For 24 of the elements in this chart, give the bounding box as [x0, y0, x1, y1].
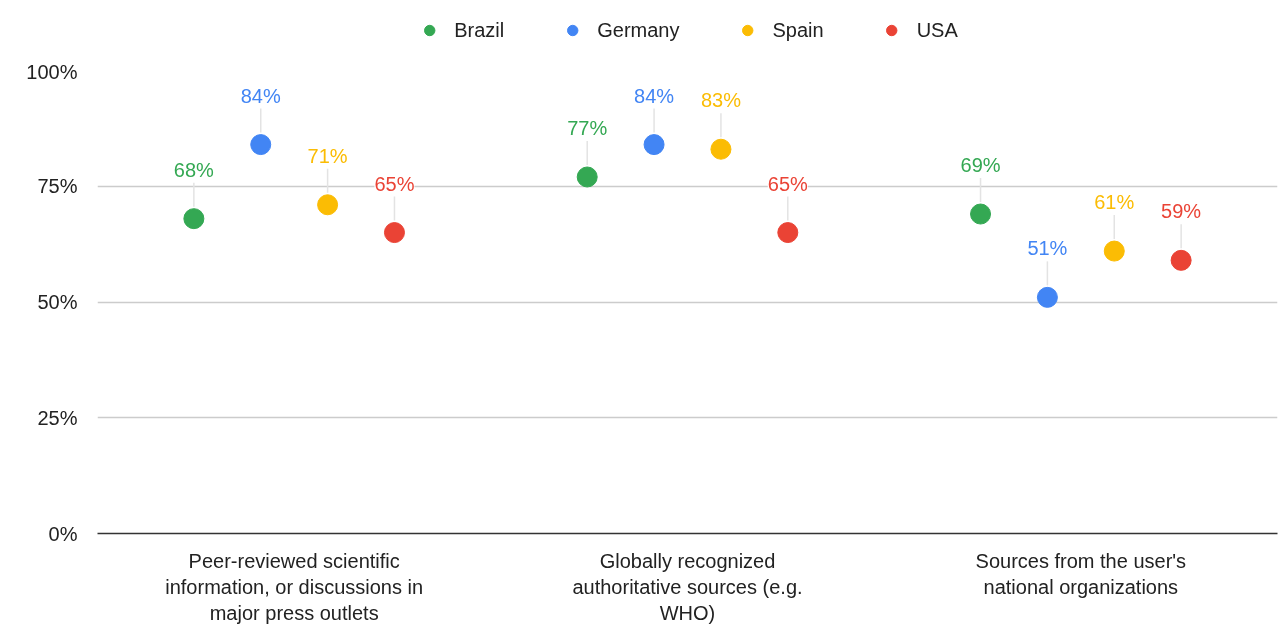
data-label: 84%: [240, 84, 281, 107]
x-tick-label: Sources from the user's national organizations: [975, 549, 1187, 598]
data-label: 69%: [960, 154, 1001, 177]
legend-label: Germany: [597, 18, 680, 42]
x-tick-label: Globally recognized authoritative sources (e.g. WHO): [572, 549, 803, 625]
y-tick-label: 75%: [37, 175, 78, 198]
legend-label: USA: [916, 18, 958, 42]
data-label: 77%: [567, 116, 608, 139]
data-label: 84%: [634, 84, 675, 107]
y-tick-label: 50%: [37, 291, 78, 313]
data-label: 65%: [374, 172, 415, 195]
legend-label: Brazil: [454, 18, 505, 42]
data-label: 68%: [173, 158, 215, 181]
y-tick-label: 0%: [48, 522, 78, 545]
data-label: 83%: [700, 89, 742, 112]
y-tick-label: 100%: [26, 60, 78, 83]
legend-label: Spain: [772, 18, 824, 42]
data-label: 51%: [1027, 237, 1068, 260]
data-label: 61%: [1094, 191, 1135, 214]
data-label: 65%: [767, 172, 809, 195]
data-label: 71%: [307, 144, 348, 167]
x-tick-label: Peer-reviewed scientific information, or discussions in major press outlets: [165, 549, 424, 625]
data-label: 59%: [1161, 200, 1202, 223]
y-tick-label: 25%: [37, 406, 78, 429]
